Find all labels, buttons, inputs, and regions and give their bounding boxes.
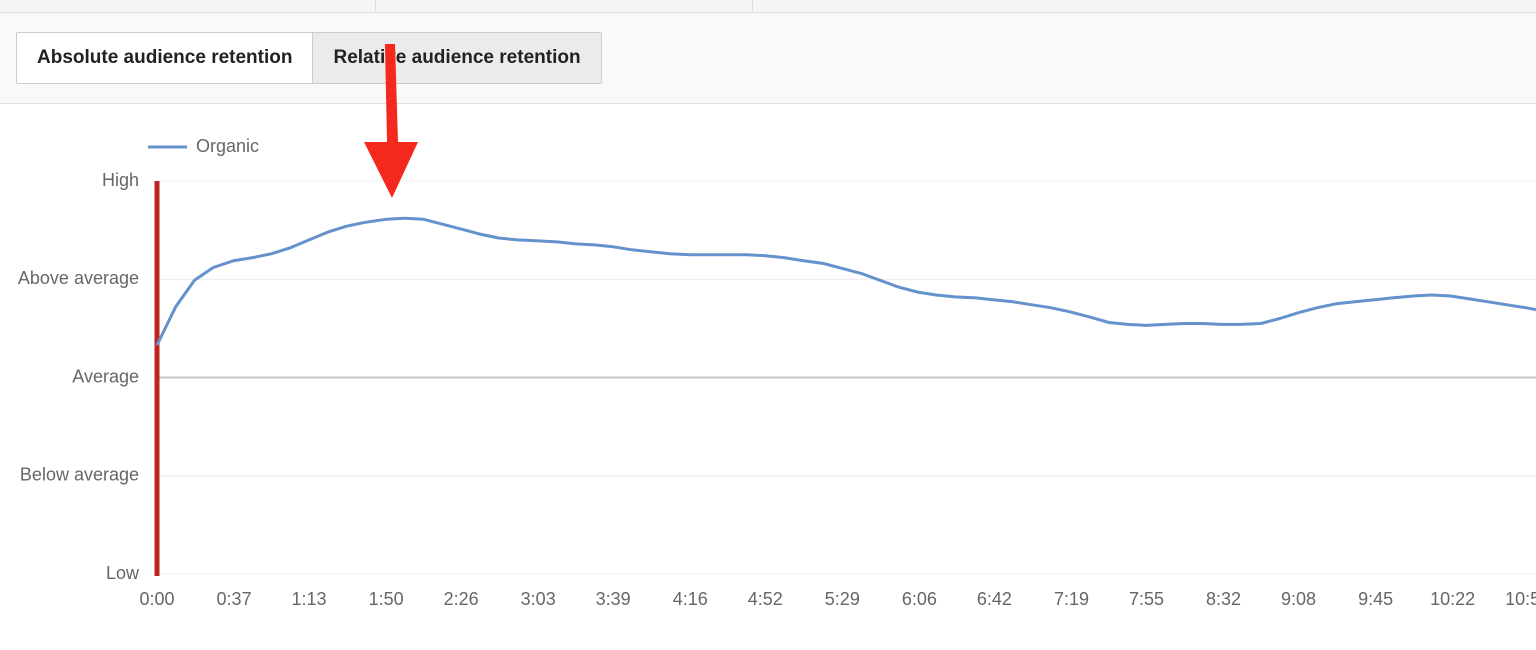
y-tick-label: Average bbox=[72, 366, 139, 386]
x-tick-label: 4:16 bbox=[673, 589, 708, 609]
x-tick-label: 3:39 bbox=[596, 589, 631, 609]
toolbar: Absolute audience retention Relative aud… bbox=[0, 13, 1536, 104]
top-strip bbox=[0, 0, 1536, 13]
separator bbox=[752, 0, 753, 12]
y-tick-label: Low bbox=[106, 563, 140, 583]
x-tick-label: 6:06 bbox=[902, 589, 937, 609]
tab[interactable]: Absolute audience retention bbox=[17, 33, 314, 83]
x-tick-label: 5:29 bbox=[825, 589, 860, 609]
separator bbox=[375, 0, 376, 12]
x-tick-label: 1:13 bbox=[292, 589, 327, 609]
x-tick-label: 0:00 bbox=[139, 589, 174, 609]
x-tick-label: 10:22 bbox=[1430, 589, 1475, 609]
x-tick-label: 4:52 bbox=[748, 589, 783, 609]
legend-label: Organic bbox=[196, 136, 259, 156]
x-tick-label: 7:55 bbox=[1129, 589, 1164, 609]
x-tick-label: 8:32 bbox=[1206, 589, 1241, 609]
x-tick-label: 10:58 bbox=[1505, 589, 1536, 609]
x-tick-label: 3:03 bbox=[521, 589, 556, 609]
annotation-arrow bbox=[364, 44, 418, 198]
y-tick-label: Above average bbox=[18, 268, 139, 288]
series-line bbox=[155, 216, 1536, 346]
y-tick-label: Below average bbox=[20, 465, 139, 485]
y-tick-label: High bbox=[102, 170, 139, 190]
x-tick-label: 7:19 bbox=[1054, 589, 1089, 609]
x-tick-label: 0:37 bbox=[217, 589, 252, 609]
x-tick-label: 9:08 bbox=[1281, 589, 1316, 609]
x-tick-label: 2:26 bbox=[444, 589, 479, 609]
x-tick-label: 9:45 bbox=[1358, 589, 1393, 609]
x-tick-label: 6:42 bbox=[977, 589, 1012, 609]
x-tick-label: 1:50 bbox=[369, 589, 404, 609]
